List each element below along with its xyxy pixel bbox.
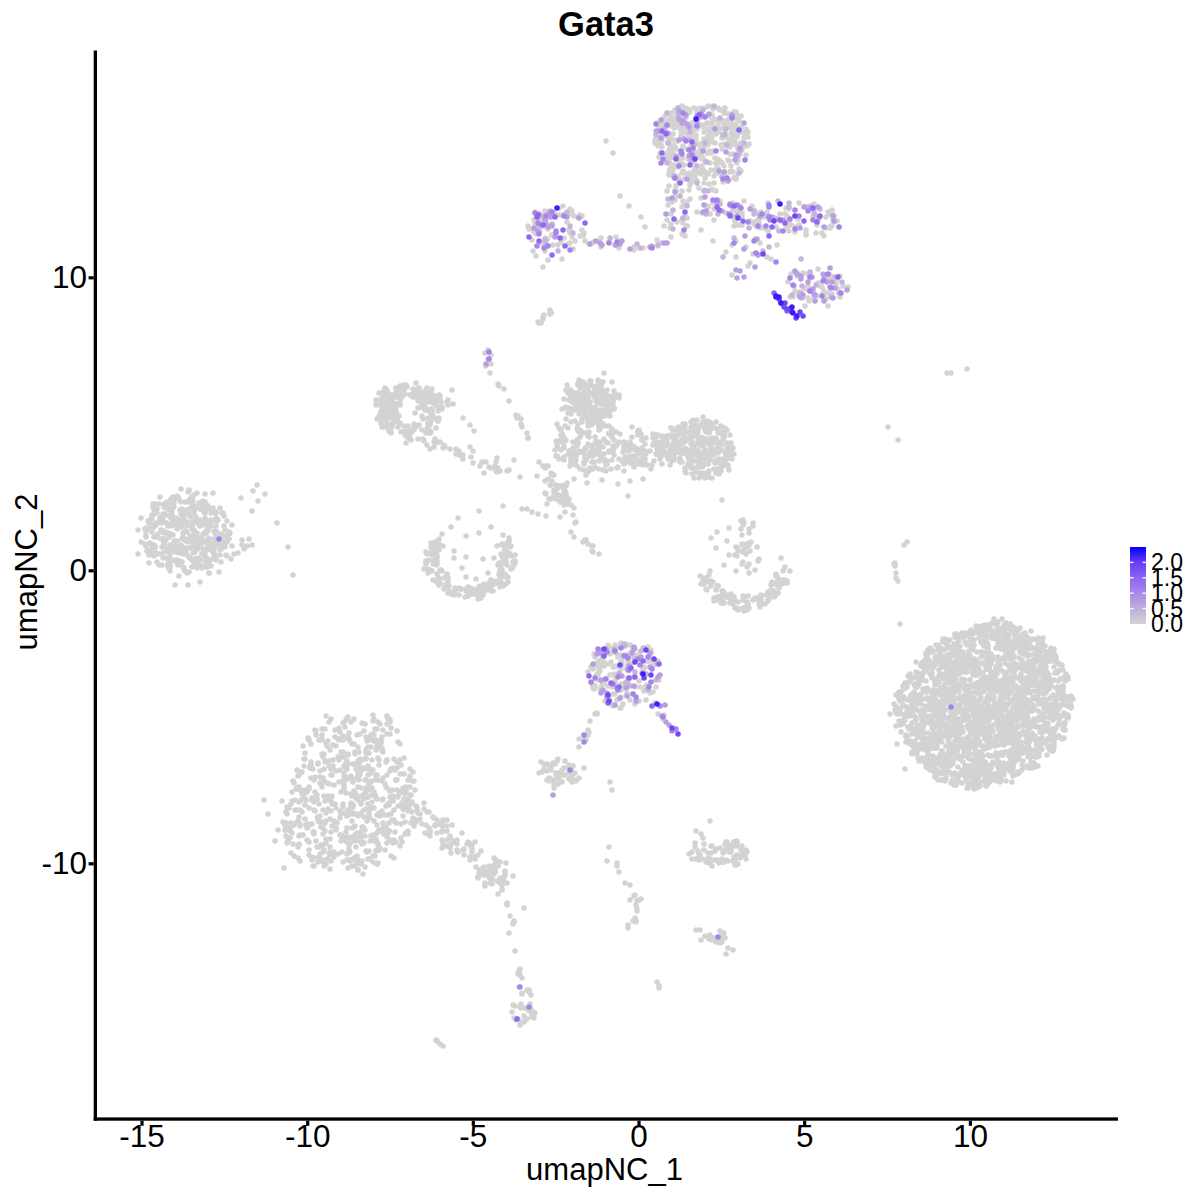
- svg-text:0: 0: [630, 1118, 648, 1154]
- svg-text:umapNC_2: umapNC_2: [9, 494, 44, 651]
- svg-text:10: 10: [52, 259, 87, 295]
- svg-text:10: 10: [953, 1118, 988, 1154]
- svg-text:-10: -10: [285, 1118, 331, 1154]
- svg-text:Gata3: Gata3: [558, 5, 654, 43]
- svg-text:-15: -15: [119, 1118, 165, 1154]
- svg-text:5: 5: [796, 1118, 814, 1154]
- svg-text:-10: -10: [41, 845, 87, 881]
- svg-text:0: 0: [69, 552, 87, 588]
- svg-text:umapNC_1: umapNC_1: [526, 1152, 683, 1187]
- svg-text:-5: -5: [459, 1118, 487, 1154]
- svg-text:2.0: 2.0: [1151, 549, 1183, 575]
